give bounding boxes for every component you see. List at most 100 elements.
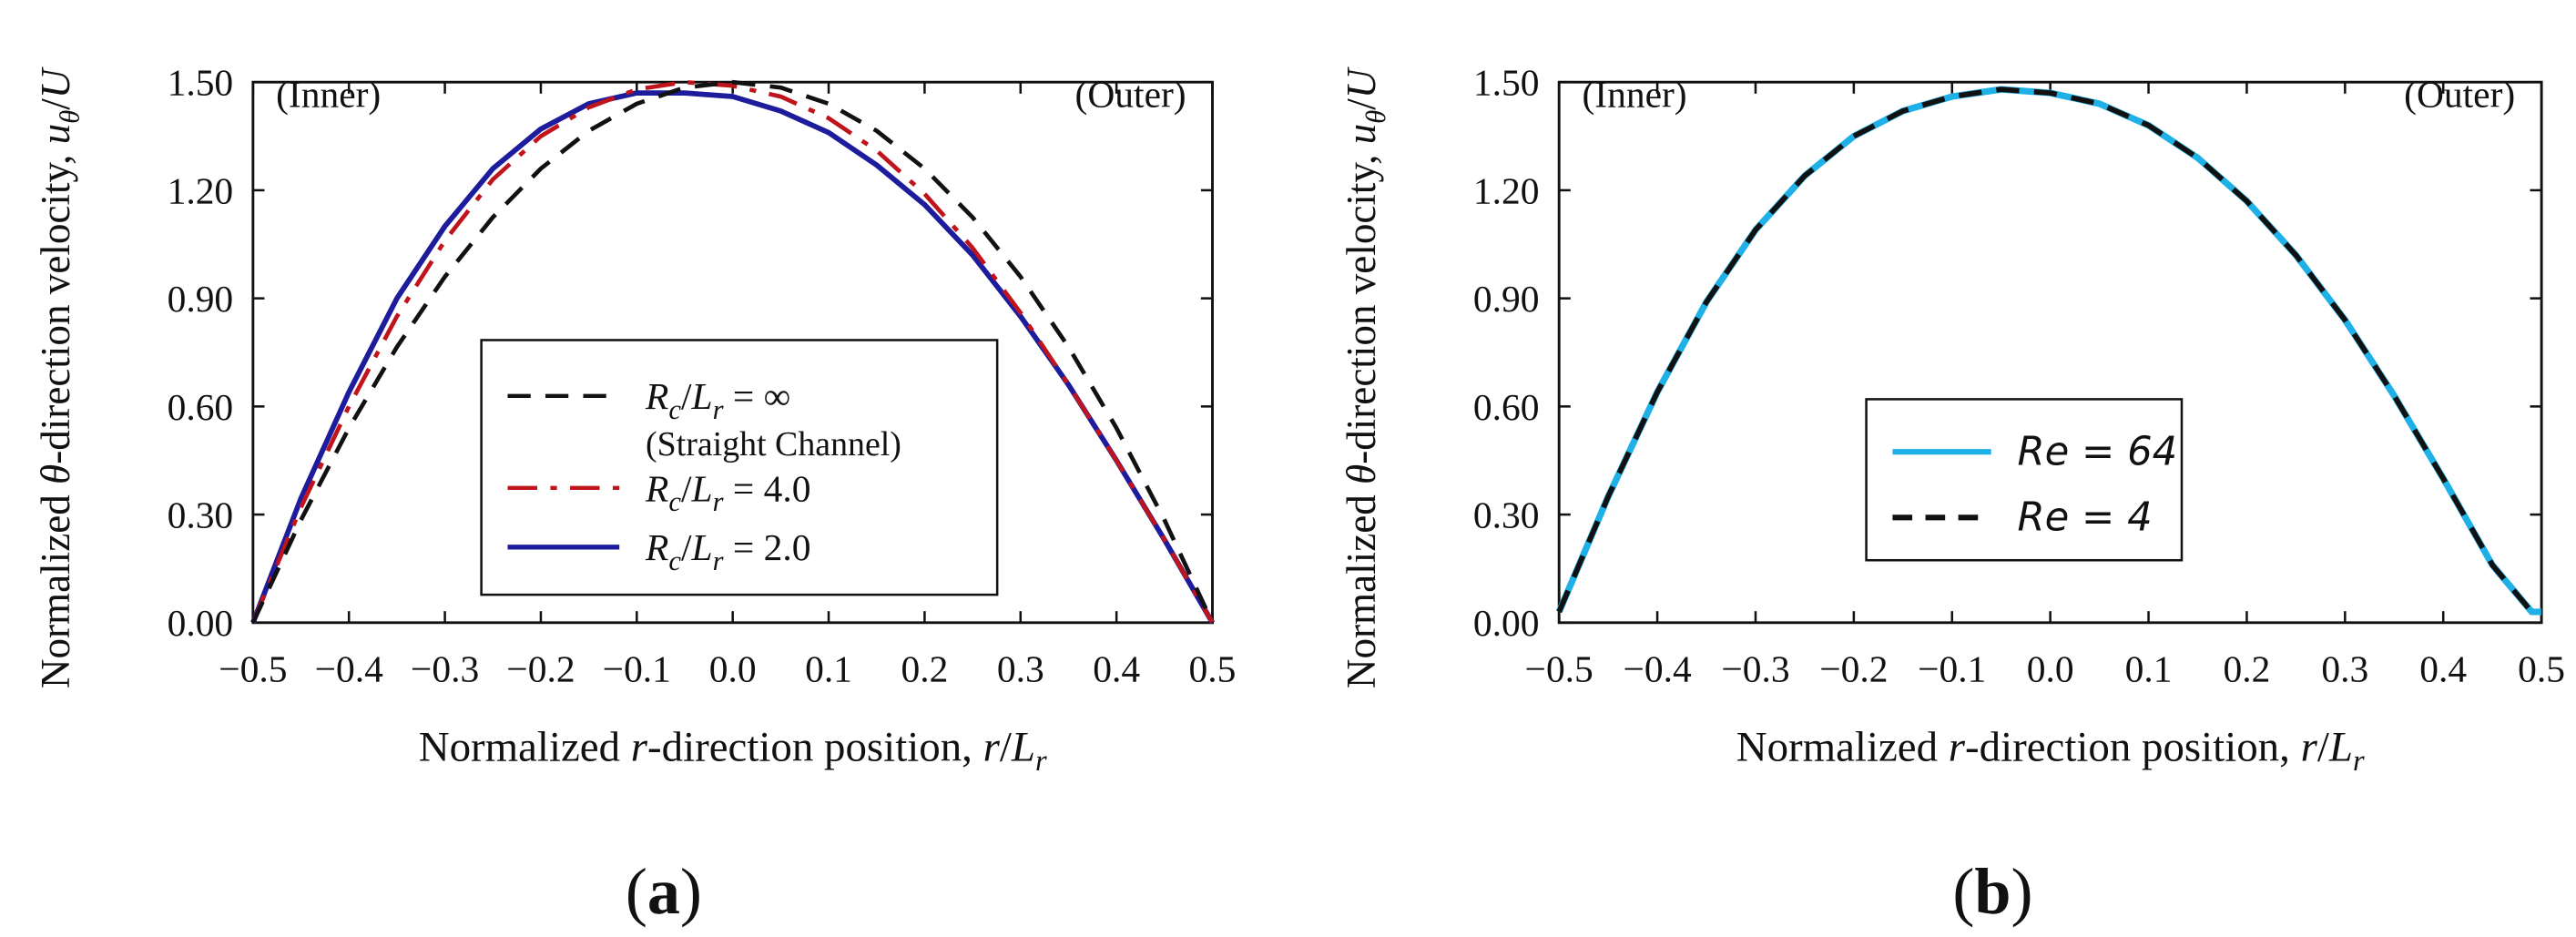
x-axis-label-prefix: Normalized <box>1736 723 1949 770</box>
y-axis-label-prefix: Normalized <box>1339 484 1384 688</box>
series-line-1 <box>1556 87 2542 615</box>
y-tick-label: 0.00 <box>168 602 234 644</box>
legend-eq: = 4.0 <box>724 467 811 509</box>
legend: Re = 64 Re = 4 <box>1865 398 2184 562</box>
caption-close: ) <box>680 855 702 928</box>
y-axis-label-prefix: Normalized <box>33 484 78 688</box>
y-axis-label-var: θ <box>1339 464 1384 484</box>
panel-b-chart: −0.5 −0.4 −0.3 −0.2 −0.1 0.0 0.1 0.2 0.3 0.4 0.5 0.… <box>1339 62 2565 928</box>
x-tick-label: 0.3 <box>997 648 1044 690</box>
caption-close: ) <box>2011 855 2033 928</box>
y-axis-label-var: θ <box>33 464 78 484</box>
x-axis-label-mid: -direction position, <box>647 723 983 770</box>
legend-label-0-line2: (Straight Channel) <box>646 425 901 463</box>
caption-letter: b <box>1974 855 2011 928</box>
caption-letter: a <box>647 855 680 928</box>
x-tick-label: −0.3 <box>411 648 479 690</box>
caption-open: ( <box>626 855 647 928</box>
x-tick-label: −0.4 <box>315 648 384 690</box>
y-tick-label: 0.60 <box>168 386 234 428</box>
legend-sub: c <box>668 394 681 425</box>
panel-a-group: −0.5 −0.4 −0.3 −0.2 −0.1 0.0 0.1 0.2 0.3 0.4 0.5 0.… <box>33 62 1237 928</box>
legend-den-sub: r <box>713 486 725 517</box>
y-axis-label-mid: -direction velocity, <box>1339 144 1384 463</box>
legend-box <box>1865 398 2184 562</box>
x-axis-label-slash: / <box>2317 723 2330 770</box>
x-tick-label: −0.5 <box>1525 648 1593 690</box>
x-axis-label-num: r <box>983 723 1001 770</box>
x-axis-label-num: r <box>2301 723 2318 770</box>
y-axis-label-num: u <box>33 124 78 145</box>
y-tick-label: 1.20 <box>1473 169 1540 211</box>
y-tick-label: 0.30 <box>168 494 234 536</box>
y-axis-label-num-sub: θ <box>55 110 86 124</box>
x-axis-label-prefix: Normalized <box>419 723 631 770</box>
outer-annotation: (Outer) <box>2404 73 2515 116</box>
legend-eq: = ∞ <box>724 375 791 417</box>
x-tick-label: −0.2 <box>1819 648 1888 690</box>
x-tick-label: 0.2 <box>901 648 948 690</box>
x-tick-label: 0.5 <box>2518 648 2565 690</box>
x-axis-label-mid: -direction position, <box>1965 723 2301 770</box>
legend-sub: c <box>668 545 681 576</box>
legend-label-0: Re = 64 <box>2018 430 2178 475</box>
legend-sub: c <box>668 486 681 517</box>
legend-den: L <box>691 467 713 509</box>
legend-var: R <box>645 375 668 417</box>
y-tick-label: 1.50 <box>168 62 234 104</box>
panel-b-group: −0.5 −0.4 −0.3 −0.2 −0.1 0.0 0.1 0.2 0.3 0.4 0.5 0.… <box>1339 62 2565 928</box>
y-tick-label: 0.90 <box>168 278 234 320</box>
x-axis-label-sub: r <box>2353 745 2365 778</box>
x-tick-label: 0.0 <box>2027 648 2074 690</box>
y-axis-label-den: U <box>33 66 78 98</box>
legend-label-0: Rc/Lr = ∞ <box>645 375 790 425</box>
legend-den: L <box>691 526 713 568</box>
y-axis-label-num-sub: θ <box>1360 110 1391 124</box>
x-axis-label: Normalized r-direction position, r/Lr <box>419 723 1047 778</box>
caption-open: ( <box>1952 855 1974 928</box>
y-tick-label: 0.90 <box>1473 278 1540 320</box>
legend-var: R <box>645 526 668 568</box>
x-axis-label-sub: r <box>1035 745 1047 778</box>
panel-a-chart: −0.5 −0.4 −0.3 −0.2 −0.1 0.0 0.1 0.2 0.3 0.4 0.5 0.… <box>33 62 1237 928</box>
x-tick-label: −0.3 <box>1721 648 1789 690</box>
y-tick-label: 1.20 <box>168 169 234 211</box>
inner-annotation: (Inner) <box>1582 73 1686 116</box>
y-tick-label: 0.60 <box>1473 386 1540 428</box>
x-tick-label: 0.1 <box>805 648 852 690</box>
inner-annotation: (Inner) <box>276 73 381 116</box>
x-tick-label: 0.1 <box>2125 648 2173 690</box>
legend-label-1: Re = 4 <box>2018 495 2153 541</box>
y-axis-label: Normalized θ-direction velocity, uθ/U <box>1339 66 1391 688</box>
legend-box <box>480 339 999 596</box>
x-axis-label-den: L <box>2328 723 2353 770</box>
legend-eq: = 2.0 <box>724 526 811 568</box>
legend-slash: / <box>681 467 692 509</box>
y-tick-label: 1.50 <box>1473 62 1540 104</box>
x-axis-label: Normalized r-direction position, r/Lr <box>1736 723 2365 778</box>
x-tick-label: 0.3 <box>2321 648 2368 690</box>
legend-den-sub: r <box>713 545 725 576</box>
x-tick-label: 0.2 <box>2224 648 2271 690</box>
y-axis-label-den: U <box>1339 66 1384 98</box>
x-tick-label: 0.4 <box>1093 648 1140 690</box>
legend-den-sub: r <box>713 394 725 425</box>
outer-annotation: (Outer) <box>1075 73 1186 116</box>
y-axis-label-mid: -direction velocity, <box>33 144 78 463</box>
x-axis-label-den: L <box>1011 723 1035 770</box>
panel-caption: (a) <box>626 855 702 928</box>
y-axis-label: Normalized θ-direction velocity, uθ/U <box>33 66 86 688</box>
legend-label-2: Rc/Lr = 2.0 <box>645 526 810 576</box>
x-tick-label: 0.4 <box>2419 648 2467 690</box>
legend: Rc/Lr = ∞(Straight Channel)Rc/Lr = 4.0Rc… <box>480 339 999 596</box>
x-tick-label: −0.4 <box>1623 648 1692 690</box>
x-axis-label-slash: / <box>1000 723 1013 770</box>
y-axis-label-slash: / <box>1339 98 1384 110</box>
x-axis-label-var: r <box>631 723 648 770</box>
x-tick-label: −0.5 <box>219 648 287 690</box>
y-tick-label: 0.00 <box>1473 602 1540 644</box>
legend-den: L <box>691 375 713 417</box>
panel-caption: (b) <box>1952 855 2032 928</box>
y-tick-label: 0.30 <box>1473 494 1540 536</box>
